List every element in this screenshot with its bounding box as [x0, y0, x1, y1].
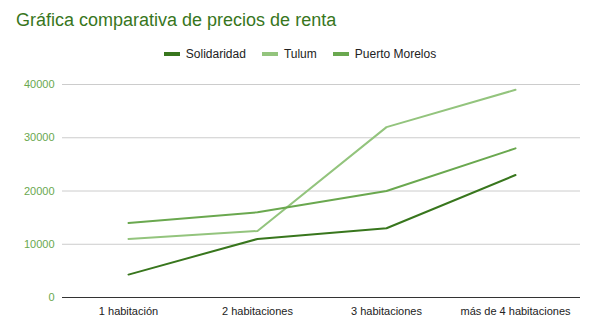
html-text:Tulum: Tulum	[283, 47, 317, 61]
svg-text:10000: 10000	[24, 238, 55, 250]
html-text:Puerto Morelos: Puerto Morelos	[354, 47, 437, 61]
svg-text:2 habitaciones: 2 habitaciones	[222, 305, 293, 317]
svg-text:30000: 30000	[24, 131, 55, 143]
svg-text:20000: 20000	[24, 185, 55, 197]
svg-text:1 habitación: 1 habitación	[99, 305, 158, 317]
html-text:Gráfica comparativa de precios: Gráfica comparativa de precios de renta	[16, 10, 337, 30]
svg-text:0: 0	[48, 291, 54, 303]
svg-text:40000: 40000	[24, 78, 55, 90]
html-text:Solidaridad: Solidaridad	[185, 47, 246, 61]
svg-text:3 habitaciones: 3 habitaciones	[351, 305, 422, 317]
svg-text:más de 4 habitaciones: más de 4 habitaciones	[460, 305, 571, 317]
